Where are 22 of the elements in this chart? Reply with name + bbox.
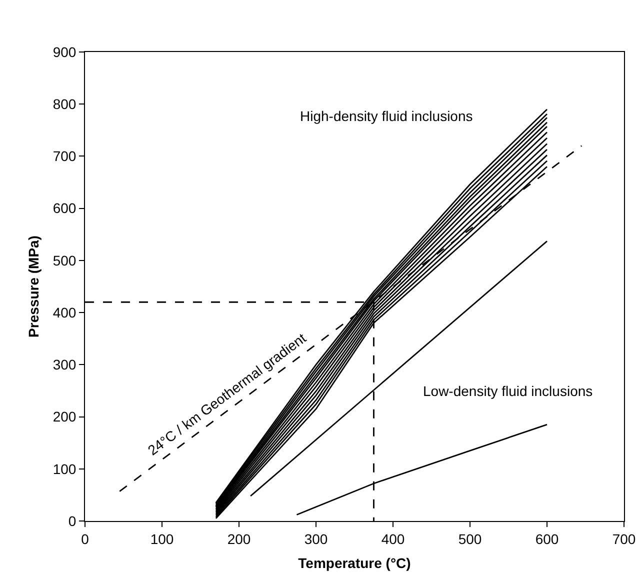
y-axis-title: Pressure (MPa) — [25, 236, 42, 338]
y-tick-label: 900 — [52, 44, 76, 60]
y-tick-label: 500 — [52, 252, 76, 268]
annotation: Low-density fluid inclusions — [423, 383, 593, 399]
x-tick-label: 300 — [304, 530, 328, 547]
x-tick-label: 600 — [535, 530, 559, 547]
y-tick-label: 100 — [52, 460, 76, 477]
y-tick-label: 400 — [52, 304, 76, 320]
x-tick-label: 200 — [227, 530, 251, 547]
x-axis-title: Temperature (°C) — [298, 555, 411, 572]
y-tick-label: 700 — [52, 148, 76, 164]
y-tick-label: 0 — [68, 512, 76, 529]
x-tick-label: 0 — [81, 530, 90, 547]
y-tick-label: 300 — [52, 356, 76, 373]
y-tick-label: 600 — [52, 200, 76, 216]
x-tick-label: 100 — [150, 530, 174, 547]
annotation: High-density fluid inclusions — [300, 108, 473, 124]
x-tick-label: 700 — [612, 530, 636, 547]
x-tick-label: 400 — [381, 530, 405, 547]
x-tick-label: 500 — [458, 530, 482, 547]
y-tick-label: 800 — [52, 96, 76, 112]
y-tick-label: 200 — [52, 408, 76, 425]
